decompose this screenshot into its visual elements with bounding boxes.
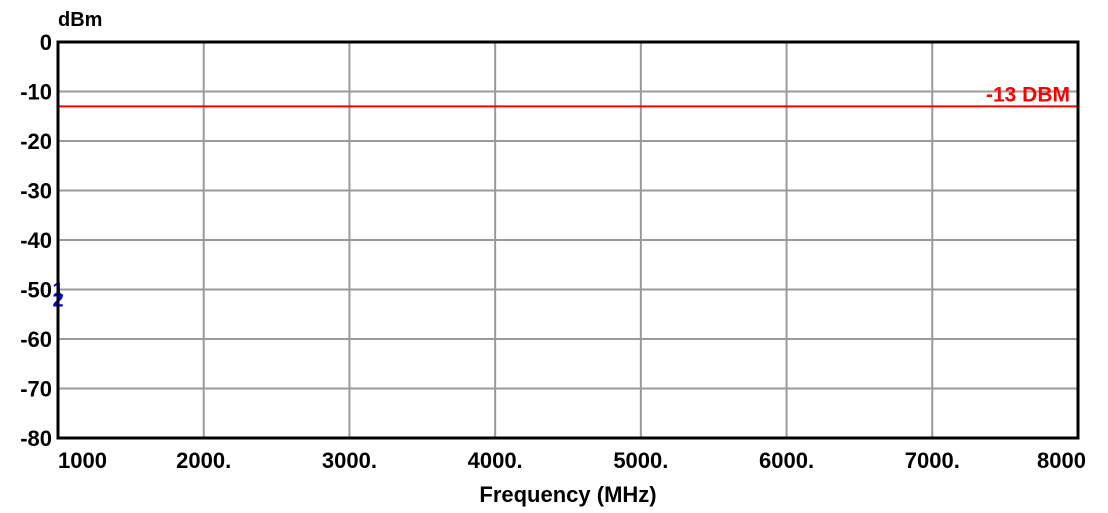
y-tick-label: -40 — [20, 228, 52, 253]
x-tick-label: 8000 — [1037, 448, 1086, 473]
x-axis-label: Frequency (MHz) — [479, 482, 656, 507]
x-tick-label: 1000 — [58, 448, 107, 473]
x-tick-label: 6000. — [759, 448, 814, 473]
x-tick-label: 5000. — [613, 448, 668, 473]
y-tick-label: -20 — [20, 129, 52, 154]
x-tick-label: 4000. — [468, 448, 523, 473]
y-tick-label: -80 — [20, 426, 52, 451]
y-axis-unit-label: dBm — [58, 9, 102, 31]
limit-line-label: -13 DBM — [986, 83, 1070, 106]
x-tick-label: 3000. — [322, 448, 377, 473]
y-tick-label: -30 — [20, 179, 52, 204]
y-tick-label: -10 — [20, 80, 52, 105]
y-tick-label: 0 — [40, 30, 52, 55]
y-tick-label: -60 — [20, 327, 52, 352]
plot-frame — [56, 40, 1080, 440]
y-tick-label: -50 — [20, 278, 52, 303]
x-tick-label: 2000. — [176, 448, 231, 473]
x-tick-label: 7000. — [905, 448, 960, 473]
y-tick-label: -70 — [20, 377, 52, 402]
